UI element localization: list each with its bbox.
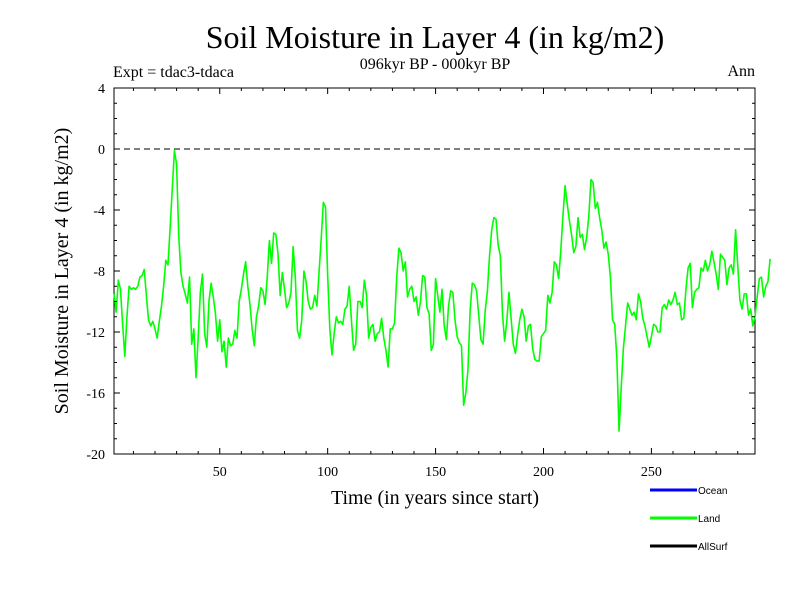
y-tick-label: -8 — [93, 265, 105, 280]
x-axis-label: Time (in years since start) — [331, 487, 539, 509]
chart-title: Soil Moisture in Layer 4 (in kg/m2) — [206, 19, 665, 55]
y-tick-label: -12 — [86, 326, 105, 341]
season-label: Ann — [727, 63, 755, 80]
x-tick-label: 250 — [641, 465, 662, 480]
y-tick-label: -16 — [86, 387, 105, 402]
legend-label-allsurf: AllSurf — [698, 542, 728, 553]
plot-area — [113, 87, 771, 455]
y-tick-label: 0 — [98, 143, 105, 158]
y-tick-label: -4 — [93, 204, 105, 219]
x-tick-label: 200 — [533, 465, 554, 480]
legend-label-land: Land — [698, 514, 720, 525]
x-tick-label: 100 — [317, 465, 338, 480]
x-tick-label: 50 — [213, 465, 227, 480]
y-tick-label: -20 — [86, 448, 105, 463]
y-tick-label: 4 — [98, 82, 105, 97]
y-axis: 4 0 -4 -8 -12 -16 -20 — [86, 82, 755, 463]
x-axis: 50 100 150 200 250 — [132, 88, 739, 480]
x-tick-label: 150 — [425, 465, 446, 480]
plot-frame — [113, 87, 756, 455]
series-line-land — [113, 149, 771, 432]
y-axis-label: Soil Moisture in Layer 4 (in kg/m2) — [51, 128, 73, 415]
chart-subtitle: 096kyr BP - 000kyr BP — [360, 56, 511, 73]
legend: Ocean Land AllSurf — [650, 486, 728, 553]
legend-label-ocean: Ocean — [698, 486, 727, 497]
experiment-label: Expt = tdac3-tdaca — [113, 64, 234, 81]
